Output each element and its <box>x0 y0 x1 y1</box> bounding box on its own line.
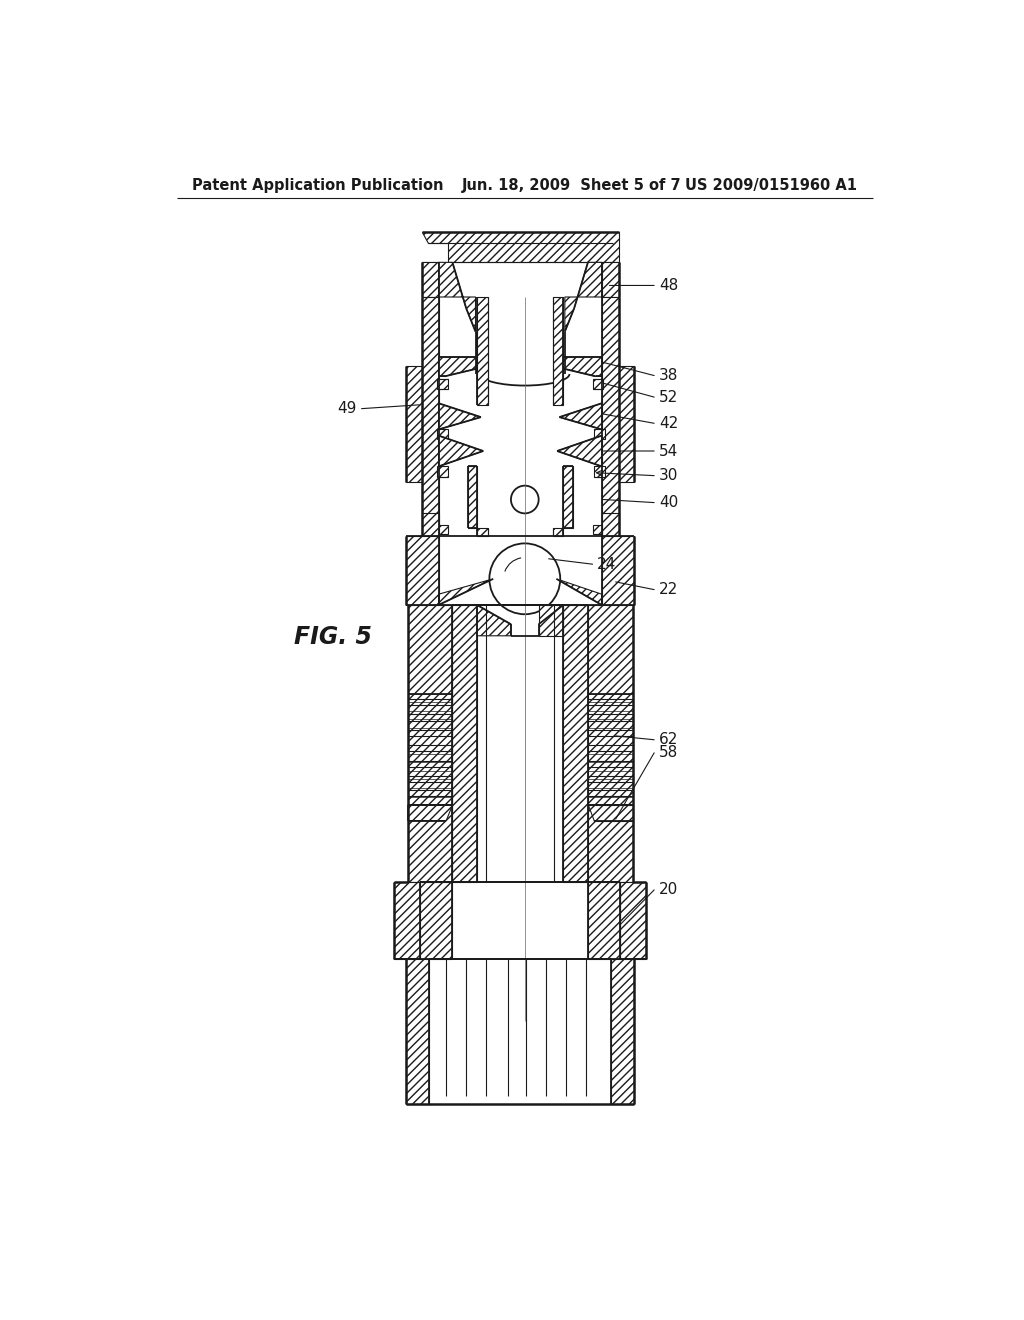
Polygon shape <box>588 714 633 721</box>
Polygon shape <box>559 404 602 429</box>
Polygon shape <box>553 528 563 536</box>
Polygon shape <box>408 776 453 781</box>
Circle shape <box>511 486 539 513</box>
Polygon shape <box>588 700 633 705</box>
Text: 48: 48 <box>658 279 678 293</box>
Polygon shape <box>408 605 453 882</box>
Polygon shape <box>611 960 634 1104</box>
Polygon shape <box>588 760 633 767</box>
Polygon shape <box>588 882 621 960</box>
Polygon shape <box>438 579 494 605</box>
Polygon shape <box>588 776 633 781</box>
Text: US 2009/0151960 A1: US 2009/0151960 A1 <box>685 178 857 193</box>
Polygon shape <box>588 805 633 821</box>
Text: 40: 40 <box>658 495 678 510</box>
Polygon shape <box>438 263 475 331</box>
Text: 54: 54 <box>658 444 678 458</box>
Polygon shape <box>408 744 453 751</box>
Polygon shape <box>438 358 477 376</box>
Text: 62: 62 <box>658 733 678 747</box>
Text: 22: 22 <box>658 582 678 597</box>
Polygon shape <box>539 605 563 636</box>
Polygon shape <box>588 744 633 751</box>
Polygon shape <box>438 404 481 429</box>
Text: 24: 24 <box>597 557 616 572</box>
Text: 42: 42 <box>658 416 678 430</box>
Polygon shape <box>394 882 420 960</box>
Polygon shape <box>408 789 453 796</box>
Polygon shape <box>422 512 438 536</box>
Polygon shape <box>602 512 618 536</box>
Polygon shape <box>557 436 602 466</box>
Text: Patent Application Publication: Patent Application Publication <box>193 178 443 193</box>
Polygon shape <box>422 297 438 536</box>
Text: Jun. 18, 2009  Sheet 5 of 7: Jun. 18, 2009 Sheet 5 of 7 <box>462 178 681 193</box>
Polygon shape <box>437 379 447 389</box>
Polygon shape <box>618 367 634 482</box>
Text: 38: 38 <box>658 368 678 383</box>
Polygon shape <box>563 358 602 376</box>
Polygon shape <box>565 263 602 331</box>
Polygon shape <box>407 960 429 1104</box>
Polygon shape <box>408 714 453 721</box>
Text: 20: 20 <box>658 882 678 898</box>
Polygon shape <box>408 730 453 737</box>
Polygon shape <box>556 579 602 605</box>
Polygon shape <box>593 379 603 389</box>
Circle shape <box>489 544 560 614</box>
Polygon shape <box>407 536 438 605</box>
Polygon shape <box>602 263 618 297</box>
Polygon shape <box>407 367 422 482</box>
Polygon shape <box>563 605 588 882</box>
Polygon shape <box>602 536 634 605</box>
Polygon shape <box>420 882 453 960</box>
Polygon shape <box>563 466 572 528</box>
Text: 58: 58 <box>658 746 678 760</box>
Polygon shape <box>553 297 563 405</box>
Text: FIG. 5: FIG. 5 <box>294 626 372 649</box>
Polygon shape <box>594 466 605 478</box>
Text: 52: 52 <box>658 389 678 405</box>
Polygon shape <box>593 525 602 535</box>
Polygon shape <box>422 231 618 263</box>
Polygon shape <box>422 263 438 297</box>
Polygon shape <box>621 882 646 960</box>
Polygon shape <box>453 605 477 882</box>
Polygon shape <box>422 263 438 267</box>
Polygon shape <box>437 429 447 438</box>
Polygon shape <box>437 466 447 478</box>
Polygon shape <box>588 605 633 882</box>
Polygon shape <box>477 605 511 636</box>
Text: 30: 30 <box>658 469 678 483</box>
Polygon shape <box>438 525 447 535</box>
Polygon shape <box>408 760 453 767</box>
Polygon shape <box>588 789 633 796</box>
Polygon shape <box>588 730 633 737</box>
Polygon shape <box>602 297 618 536</box>
Polygon shape <box>468 466 477 528</box>
Polygon shape <box>594 429 605 438</box>
Polygon shape <box>438 436 483 466</box>
Polygon shape <box>477 297 487 405</box>
Polygon shape <box>408 700 453 705</box>
Polygon shape <box>477 528 487 536</box>
Polygon shape <box>408 805 453 821</box>
Text: 49: 49 <box>338 401 357 416</box>
